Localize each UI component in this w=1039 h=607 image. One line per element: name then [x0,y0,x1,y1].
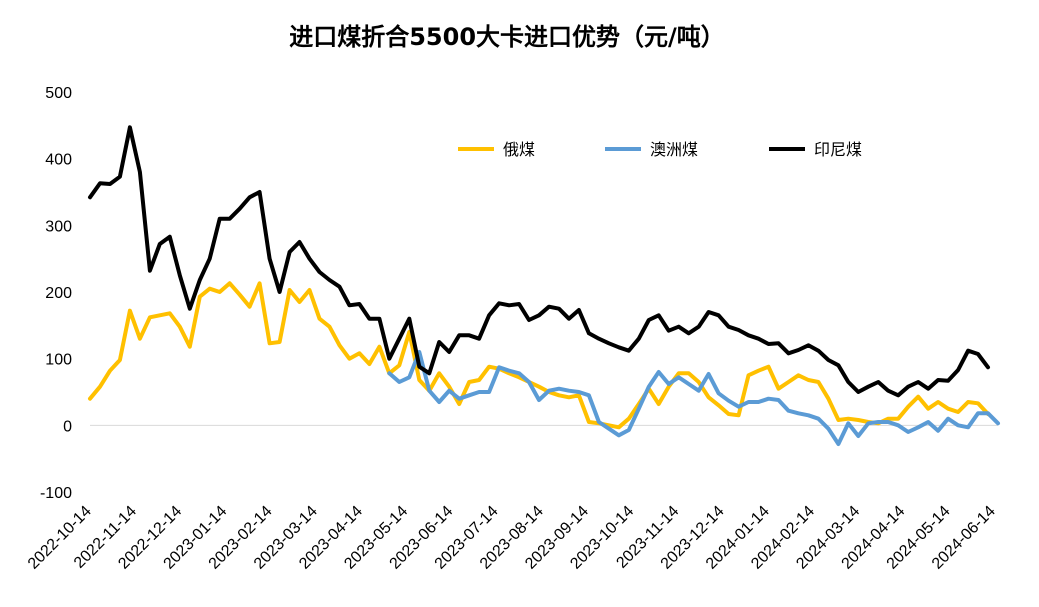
series-line-australia [387,350,1000,446]
chart-title: 进口煤折合5500大卡进口优势（元/吨） [289,23,725,51]
legend-label-australia: 澳洲煤 [650,140,698,159]
y-tick-label: 300 [45,218,72,235]
legend-label-russia: 俄煤 [503,140,535,159]
y-tick-label: 400 [45,152,72,169]
y-tick-label: -100 [40,485,72,502]
series-line-russia [88,281,990,430]
legend: 俄煤 澳洲煤 印尼煤 [458,140,862,159]
y-tick-label: 0 [63,418,72,435]
y-axis: 500 400 300 200 100 0 -100 [40,85,72,502]
x-axis: 2022-10-142022-11-142022-12-142023-01-14… [25,424,999,573]
y-tick-label: 500 [45,85,72,102]
legend-label-indonesia: 印尼煤 [814,140,862,159]
y-tick-label: 100 [45,352,72,369]
y-tick-label: 200 [45,285,72,302]
series-line-indonesia [88,125,990,398]
series-layer [88,125,1000,446]
